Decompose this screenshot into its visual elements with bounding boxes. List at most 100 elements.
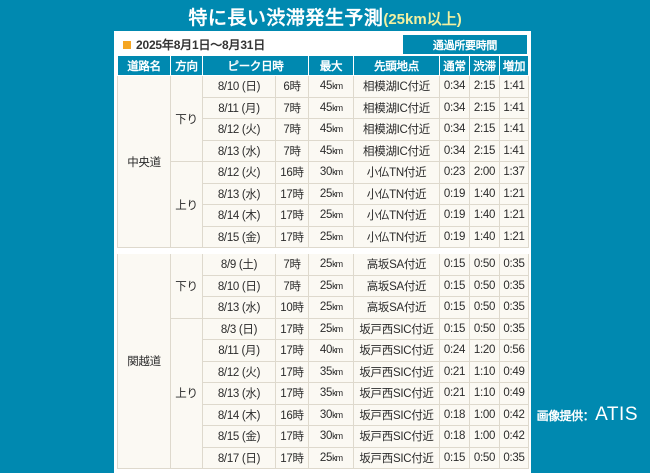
cell-jam-time: 0:50 (469, 296, 500, 319)
cell-jam-time: 1:40 (469, 225, 500, 248)
unit-km-label: km (332, 102, 343, 113)
cell-peak-hour: 17時 (275, 204, 309, 227)
cell-head-point: 小仏TN付近 (353, 204, 440, 227)
cell-increase-time: 1:41 (499, 118, 529, 141)
cell-normal-time: 0:19 (439, 182, 470, 205)
cell-head-point: 坂戸西SIC付近 (353, 382, 440, 405)
cell-jam-time: 1:40 (469, 204, 500, 227)
column-header-increase: 増加 (499, 55, 529, 76)
cell-increase-time: 1:41 (499, 139, 529, 162)
cell-normal-time: 0:15 (439, 253, 470, 276)
cell-max-length: 30km (308, 425, 354, 448)
cell-direction: 下り (170, 75, 203, 162)
cell-increase-time: 1:41 (499, 96, 529, 119)
cell-max-length: 45km (308, 96, 354, 119)
cell-increase-time: 0:35 (499, 446, 529, 469)
cell-peak-hour: 7時 (275, 274, 309, 297)
cell-normal-time: 0:23 (439, 161, 470, 184)
block-separator (117, 247, 529, 254)
cell-max-length: 25km (308, 225, 354, 248)
cell-jam-time: 1:10 (469, 382, 500, 405)
table-row: 8/13 (水) 17時 25km 小仏TN付近 0:19 1:40 1:21 (118, 182, 529, 205)
cell-direction: 上り (170, 317, 203, 469)
cell-head-point: 高坂SA付近 (353, 296, 440, 319)
unit-km-label: km (332, 231, 343, 242)
cell-peak-hour: 17時 (275, 317, 309, 340)
cell-normal-time: 0:15 (439, 274, 470, 297)
cell-head-point: 相模湖IC付近 (353, 139, 440, 162)
page-title: 特に長い渋滞発生予測(25km以上) (0, 3, 650, 30)
table-row: 8/12 (火) 17時 35km 坂戸西SIC付近 0:21 1:10 0:49 (118, 360, 529, 383)
cell-peak-date: 8/11 (月) (202, 339, 276, 362)
unit-km-label: km (332, 302, 343, 313)
cell-increase-time: 0:35 (499, 274, 529, 297)
cell-increase-time: 0:35 (499, 296, 529, 319)
cell-peak-date: 8/9 (土) (202, 253, 276, 276)
cell-max-length: 25km (308, 317, 354, 340)
orange-square-icon (123, 40, 131, 49)
table-row: 上り 8/3 (日) 17時 25km 坂戸西SIC付近 0:15 0:50 0:35 (118, 317, 529, 469)
cell-head-point: 高坂SA付近 (353, 253, 440, 276)
table-row: 関越道 下り 8/9 (土) 7時 25km 高坂SA付近 0:15 0:50 0:35 (117, 253, 529, 469)
cell-max-length: 45km (308, 118, 354, 141)
cell-jam-time: 0:50 (469, 446, 500, 469)
cell-normal-time: 0:18 (439, 403, 470, 426)
unit-km-label: km (332, 210, 343, 221)
cell-max-length: 45km (308, 139, 354, 162)
unit-km-label: km (332, 345, 343, 356)
date-range-row: 2025年8月1日～8月31日 通過所要時間 (117, 34, 528, 55)
column-header-road: 道路名 (117, 55, 171, 76)
cell-head-point: 相模湖IC付近 (353, 96, 440, 119)
cell-peak-date: 8/12 (火) (202, 360, 276, 383)
cell-peak-date: 8/17 (日) (202, 446, 276, 469)
cell-jam-time: 2:15 (469, 139, 500, 162)
cell-jam-time: 0:50 (469, 317, 500, 340)
cell-normal-time: 0:21 (439, 382, 470, 405)
cell-max-length: 35km (308, 360, 354, 383)
cell-increase-time: 0:42 (499, 403, 529, 426)
cell-head-point: 坂戸西SIC付近 (353, 339, 440, 362)
unit-km-label: km (332, 366, 343, 377)
cell-normal-time: 0:15 (439, 296, 470, 319)
cell-head-point: 坂戸西SIC付近 (353, 360, 440, 383)
cell-normal-time: 0:19 (439, 204, 470, 227)
cell-peak-date: 8/14 (木) (202, 204, 276, 227)
cell-max-length: 25km (308, 274, 354, 297)
cell-peak-date: 8/3 (日) (202, 317, 276, 340)
cell-peak-hour: 17時 (275, 225, 309, 248)
cell-peak-date: 8/15 (金) (202, 425, 276, 448)
cell-normal-time: 0:18 (439, 425, 470, 448)
congestion-forecast-table: 道路名 方向 ピーク日時 最大 先頭地点 通常 渋滞 増加 中央道 下り 8/10 … (117, 55, 529, 469)
cell-peak-date: 8/15 (金) (202, 225, 276, 248)
cell-jam-time: 1:10 (469, 360, 500, 383)
cell-peak-hour: 7時 (275, 253, 309, 276)
unit-km-label: km (332, 145, 343, 156)
date-range-label-wrap: 2025年8月1日～8月31日 (117, 34, 402, 55)
cell-direction: 下り (170, 253, 203, 319)
table-row: 8/14 (木) 17時 25km 小仏TN付近 0:19 1:40 1:21 (118, 204, 529, 227)
cell-normal-time: 0:34 (439, 139, 470, 162)
cell-increase-time: 1:37 (499, 161, 529, 184)
cell-increase-time: 0:35 (499, 317, 529, 340)
cell-direction: 上り (170, 161, 203, 248)
cell-peak-date: 8/11 (月) (202, 96, 276, 119)
image-credit: 画像提供： ATIS (537, 404, 638, 426)
cell-peak-date: 8/12 (火) (202, 118, 276, 141)
column-header-normal: 通常 (439, 55, 470, 76)
page-title-main: 特に長い渋滞発生予測 (188, 8, 384, 29)
unit-km-label: km (332, 388, 343, 399)
cell-jam-time: 1:00 (469, 425, 500, 448)
table-row: 8/13 (水) 7時 45km 相模湖IC付近 0:34 2:15 1:41 (118, 139, 529, 162)
cell-road-name: 中央道 (117, 75, 171, 248)
unit-km-label: km (332, 323, 343, 334)
cell-max-length: 25km (308, 253, 354, 276)
cell-jam-time: 0:50 (469, 274, 500, 297)
unit-km-label: km (332, 124, 343, 135)
cell-head-point: 坂戸西SIC付近 (353, 403, 440, 426)
cell-max-length: 30km (308, 161, 354, 184)
unit-km-label: km (332, 259, 343, 270)
cell-peak-hour: 7時 (275, 96, 309, 119)
cell-normal-time: 0:34 (439, 118, 470, 141)
cell-increase-time: 0:49 (499, 360, 529, 383)
cell-normal-time: 0:19 (439, 225, 470, 248)
